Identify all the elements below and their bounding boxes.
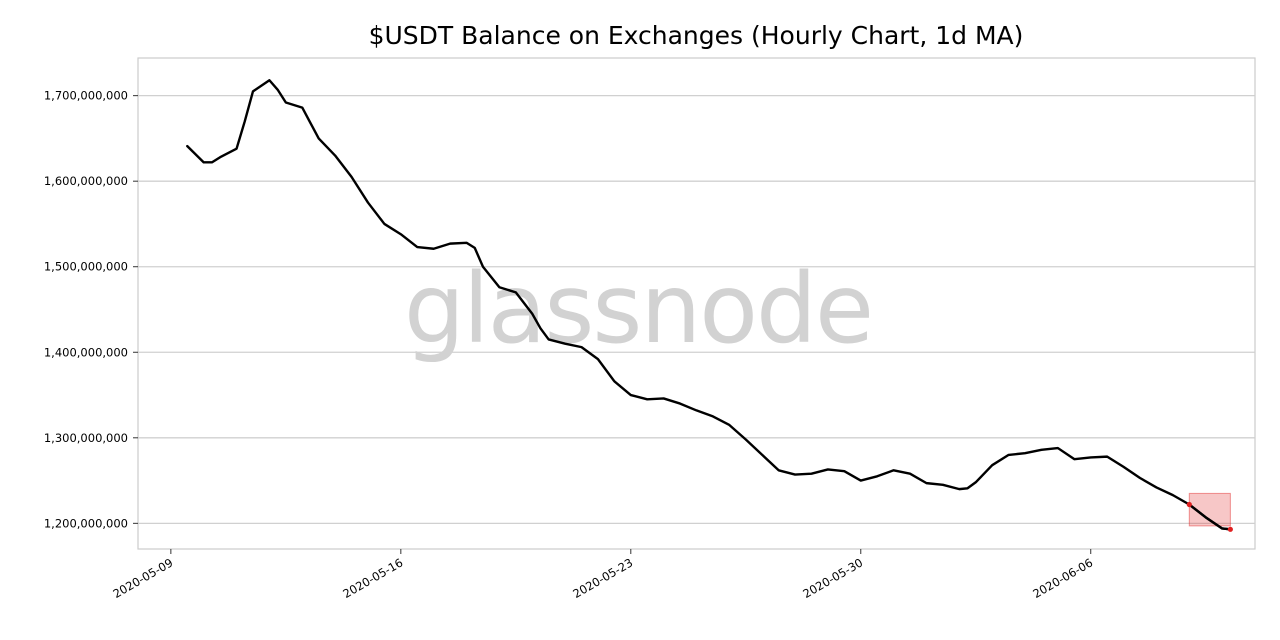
watermark-logo: glassnode [404,253,872,365]
series-line [186,79,1232,531]
x-tick-label: 2020-06-06 [1030,555,1095,601]
x-tick-label: 2020-05-23 [570,555,635,601]
grid-layer [138,94,1255,524]
x-axis: 2020-05-09 2020-05-16 2020-05-23 2020-05-30… [110,549,1095,601]
series-layer [186,79,1233,532]
x-tick-label: 2020-05-16 [340,555,405,601]
chart-title: $USDT Balance on Exchanges (Hourly Chart… [369,21,1024,50]
x-tick-label: 2020-05-09 [110,555,175,601]
highlight-start-marker [1186,501,1192,508]
highlight-end-marker [1227,526,1233,532]
y-tick-label: 1,500,000,000 [44,260,128,274]
y-tick-label: 1,600,000,000 [44,174,128,188]
highlighted-segment [1188,503,1231,531]
x-tick-label: 2020-05-30 [800,555,865,601]
y-axis: 1,200,000,000 1,300,000,000 1,400,000,000 1… [44,89,138,530]
plot-area-frame [137,57,1256,550]
y-tick-label: 1,700,000,000 [44,89,128,103]
y-tick-label: 1,300,000,000 [44,431,128,445]
y-tick-label: 1,200,000,000 [44,516,128,530]
y-tick-label: 1,400,000,000 [44,345,128,359]
